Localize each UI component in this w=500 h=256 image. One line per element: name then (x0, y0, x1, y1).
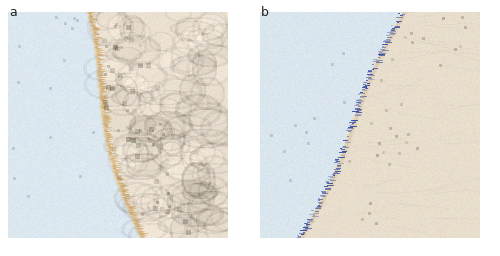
Text: b: b (261, 6, 269, 19)
Text: a: a (9, 6, 17, 19)
